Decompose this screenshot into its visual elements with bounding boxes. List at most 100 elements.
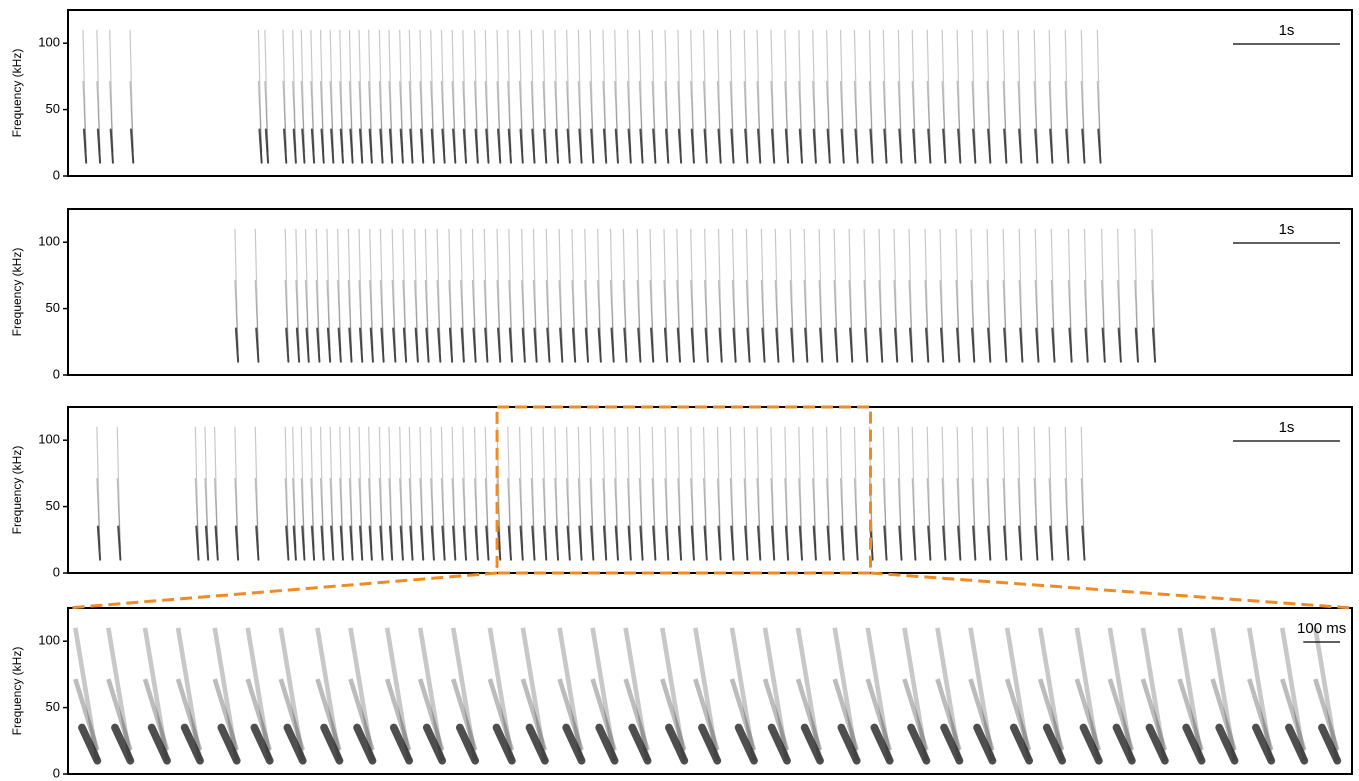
call [391,228,397,363]
call-fundamental [1018,525,1023,561]
call-fundamental [320,525,325,561]
call [1048,29,1054,164]
call [756,426,762,561]
call-fundamental [819,327,824,363]
call-fundamental [840,128,845,164]
call [315,228,321,363]
call [729,426,735,561]
call-harmonic [935,627,962,762]
call-fundamental [942,525,947,561]
call-fundamental [283,128,288,164]
call-fundamental [1065,525,1070,561]
call-fundamental [1318,723,1342,765]
call-fundamental [379,525,384,561]
call-fundamental [1182,723,1206,765]
call [839,29,845,164]
zoom-connector [870,571,1353,610]
call [358,426,364,561]
call [770,29,776,164]
call [716,29,722,164]
call [924,228,930,363]
call [1033,426,1039,561]
call-harmonic [1177,678,1204,751]
call [109,29,114,164]
call-fundamental [652,525,657,561]
call-fundamental [316,327,321,363]
call-fundamental [1112,723,1136,765]
call-fundamental [380,327,385,363]
call-fundamental [840,525,845,561]
y-tick-label: 0 [53,366,60,381]
call-fundamental [359,128,364,164]
call [329,426,335,561]
call-fundamental [826,128,831,164]
call [690,228,695,363]
call-fundamental [301,525,306,561]
call [175,627,204,765]
call-fundamental [543,128,548,164]
call [609,228,615,363]
call [1037,627,1067,765]
call-harmonic [902,678,929,751]
call-harmonic [417,678,445,751]
call-fundamental [462,128,468,164]
call [566,29,571,164]
call [358,29,364,164]
call-fundamental [639,525,644,561]
call-fundamental [566,128,571,164]
call [212,627,241,765]
call-fundamental [826,525,831,561]
call-fundamental [474,525,479,561]
call [826,426,831,561]
call-harmonic [660,627,687,762]
call [257,29,263,164]
call [310,29,316,164]
call [545,228,551,363]
call-fundamental [111,723,135,765]
call-fundamental [1049,128,1054,164]
y-tick-label: 100 [38,432,60,447]
call-fundamental [590,525,595,561]
call-fundamental [717,128,722,164]
call [388,29,394,164]
call [319,29,325,164]
call-harmonic [795,678,823,751]
call [955,228,961,363]
call [554,426,560,561]
call-fundamental [972,525,977,561]
call [627,29,632,164]
call-fundamental [320,723,344,765]
call [295,228,301,363]
call [329,29,335,164]
call [520,627,549,765]
call [865,627,894,765]
call-fundamental [578,128,583,164]
call-fundamental [195,525,200,561]
call-harmonic [1140,627,1168,762]
call-harmonic [1107,678,1135,751]
call-fundamental [1134,327,1139,363]
call [254,426,260,561]
call-fundamental [812,525,817,561]
call [941,29,947,164]
call-fundamental [349,525,354,561]
call-harmonic [1313,678,1340,751]
call [129,29,135,164]
call [566,426,571,561]
call [213,426,219,561]
call-fundamental [734,723,758,765]
call [424,228,430,363]
call-fundamental [359,327,364,363]
call-harmonic [175,627,203,762]
call-fundamental [744,128,749,164]
call-fundamental [730,128,735,164]
call [897,426,903,561]
call-fundamental [665,723,689,765]
call-fundamental [109,128,114,164]
scale-bar-label: 1s [1279,221,1295,238]
y-axis-label: Frequency (kHz) [10,49,24,138]
call-fundamental [1117,327,1122,363]
call-fundamental [507,128,512,164]
call [1177,627,1206,765]
